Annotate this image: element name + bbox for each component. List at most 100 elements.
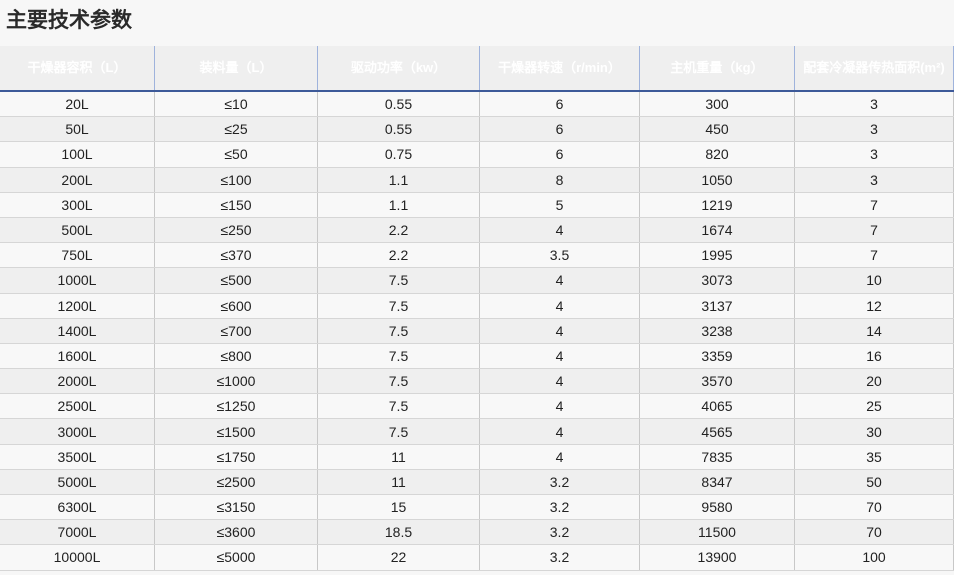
table-cell: 7: [795, 243, 954, 268]
table-cell: 1400L: [0, 318, 155, 343]
table-cell: 1000L: [0, 268, 155, 293]
table-cell: 50L: [0, 117, 155, 142]
table-cell: 70: [795, 520, 954, 545]
header-cell: 驱动功率（kw）: [318, 46, 480, 90]
table-row: 1000L ≤500 7.5 4 3073 10: [0, 268, 954, 294]
table-cell: ≤50: [155, 142, 318, 167]
table-cell: 4: [480, 419, 640, 444]
table-cell: 0.55: [318, 92, 480, 117]
header-cell: 主机重量（kg）: [640, 46, 795, 90]
table-cell: 35: [795, 444, 954, 469]
table-cell: 1995: [640, 243, 795, 268]
table-cell: ≤1000: [155, 369, 318, 394]
table-row: 2000L ≤1000 7.5 4 3570 20: [0, 369, 954, 395]
page-title: 主要技术参数: [6, 9, 132, 32]
table-cell: 11: [318, 469, 480, 494]
table-cell: 13900: [640, 545, 795, 570]
table-cell: 14: [795, 318, 954, 343]
table-row: 10000L ≤5000 22 3.2 13900 100: [0, 545, 954, 571]
table-cell: ≤3150: [155, 495, 318, 520]
table-cell: 1050: [640, 167, 795, 192]
table-cell: 5: [480, 192, 640, 217]
table-cell: ≤25: [155, 117, 318, 142]
table-cell: ≤1500: [155, 419, 318, 444]
table-cell: 750L: [0, 243, 155, 268]
table-cell: ≤3600: [155, 520, 318, 545]
table-row: 3000L ≤1500 7.5 4 4565 30: [0, 419, 954, 445]
table-cell: 6: [480, 117, 640, 142]
header-cell: 配套冷凝器传热面积(m²): [795, 46, 954, 90]
table-cell: 7: [795, 217, 954, 243]
table-cell: 50: [795, 469, 954, 494]
table-cell: 3.2: [480, 545, 640, 570]
table-cell: 450: [640, 117, 795, 142]
table-cell: 1219: [640, 192, 795, 217]
table-cell: 3073: [640, 268, 795, 293]
table-cell: 3.2: [480, 469, 640, 494]
spec-table: 干燥器容积（L） 装料量（L） 驱动功率（kw） 干燥器转速（r/min） 主机重量（k…: [0, 46, 954, 571]
table-cell: 6300L: [0, 495, 155, 520]
table-row: 500L ≤250 2.2 4 1674 7: [0, 217, 954, 244]
table-cell: ≤10: [155, 92, 318, 117]
table-cell: ≤700: [155, 318, 318, 343]
table-cell: 7: [795, 192, 954, 217]
table-cell: 7.5: [318, 419, 480, 444]
table-cell: 3500L: [0, 444, 155, 469]
table-cell: 1674: [640, 217, 795, 243]
table-cell: 7.5: [318, 369, 480, 394]
table-cell: 4: [480, 394, 640, 419]
table-cell: ≤5000: [155, 545, 318, 570]
table-cell: 1.1: [318, 192, 480, 217]
table-cell: ≤100: [155, 167, 318, 192]
table-cell: ≤1750: [155, 444, 318, 469]
table-cell: 7.5: [318, 268, 480, 293]
table-row: 300L ≤150 1.1 5 1219 7: [0, 192, 954, 218]
table-row: 200L ≤100 1.1 8 1050 3: [0, 167, 954, 193]
table-row: 5000L ≤2500 11 3.2 8347 50: [0, 469, 954, 495]
table-cell: 300L: [0, 192, 155, 217]
table-row: 1200L ≤600 7.5 4 3137 12: [0, 293, 954, 319]
table-cell: ≤150: [155, 192, 318, 217]
header-cell: 装料量（L）: [155, 46, 318, 90]
table-row: 20L ≤10 0.55 6 300 3: [0, 92, 954, 118]
table-cell: ≤250: [155, 217, 318, 243]
table-cell: 7000L: [0, 520, 155, 545]
table-cell: 0.55: [318, 117, 480, 142]
table-cell: 0.75: [318, 142, 480, 167]
table-cell: 30: [795, 419, 954, 444]
table-row: 2500L ≤1250 7.5 4 4065 25: [0, 394, 954, 420]
table-cell: 3000L: [0, 419, 155, 444]
table-cell: 7.5: [318, 343, 480, 369]
table-cell: 2.2: [318, 217, 480, 243]
table-cell: 1200L: [0, 293, 155, 318]
table-cell: 3: [795, 117, 954, 142]
table-cell: 1600L: [0, 343, 155, 369]
table-row: 3500L ≤1750 11 4 7835 35: [0, 444, 954, 470]
header-cell: 干燥器容积（L）: [0, 46, 155, 90]
table-cell: 3137: [640, 293, 795, 318]
table-cell: 16: [795, 343, 954, 369]
table-cell: 2.2: [318, 243, 480, 268]
table-row: 6300L ≤3150 15 3.2 9580 70: [0, 495, 954, 521]
table-cell: 4: [480, 293, 640, 318]
table-cell: 25: [795, 394, 954, 419]
table-cell: 3.5: [480, 243, 640, 268]
table-cell: 3.2: [480, 495, 640, 520]
table-cell: 8347: [640, 469, 795, 494]
table-cell: 7.5: [318, 394, 480, 419]
table-cell: 22: [318, 545, 480, 570]
table-row: 1600L ≤800 7.5 4 3359 16: [0, 343, 954, 370]
table-cell: ≤370: [155, 243, 318, 268]
table-cell: 3570: [640, 369, 795, 394]
table-cell: 1.1: [318, 167, 480, 192]
table-cell: 6: [480, 92, 640, 117]
table-cell: 100L: [0, 142, 155, 167]
table-cell: 10000L: [0, 545, 155, 570]
table-cell: 8: [480, 167, 640, 192]
table-cell: 20: [795, 369, 954, 394]
table-cell: 4: [480, 268, 640, 293]
table-cell: 18.5: [318, 520, 480, 545]
table-cell: 7.5: [318, 293, 480, 318]
table-cell: ≤2500: [155, 469, 318, 494]
table-cell: 7835: [640, 444, 795, 469]
